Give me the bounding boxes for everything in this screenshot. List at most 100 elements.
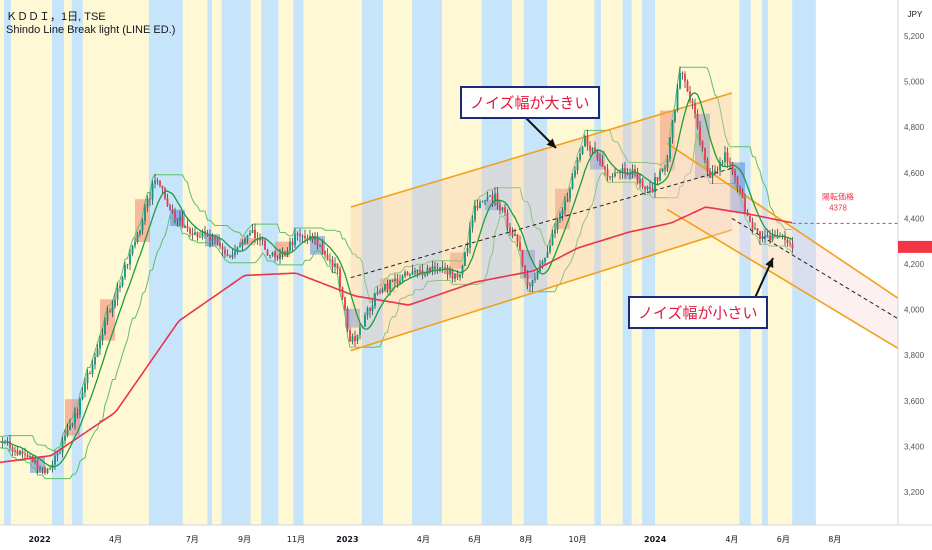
candle-body xyxy=(726,152,729,163)
markers: 陽転価格 4378 xyxy=(523,115,898,301)
candle-body xyxy=(121,277,124,286)
candle-body xyxy=(666,159,669,168)
candle-body xyxy=(536,271,539,279)
trend-column xyxy=(407,0,413,525)
candle-body xyxy=(366,308,369,316)
candle-body xyxy=(649,186,651,189)
trend-column xyxy=(667,0,682,525)
candle-body xyxy=(144,207,146,222)
candle-body xyxy=(589,145,591,151)
candle-body xyxy=(246,235,249,240)
candle-body xyxy=(719,162,721,171)
candle-body xyxy=(239,245,241,248)
candle-body xyxy=(224,249,226,255)
trend-column xyxy=(51,0,65,525)
candle-body xyxy=(119,285,121,288)
short-moving-average xyxy=(0,92,793,468)
time-tick-label: 2023 xyxy=(336,535,358,544)
candle-body xyxy=(326,254,329,261)
candle-body xyxy=(694,102,696,114)
candle-body xyxy=(761,236,764,239)
candle-body xyxy=(436,268,439,271)
candle-body xyxy=(261,238,264,241)
candle-body xyxy=(411,271,414,275)
candle-body xyxy=(114,299,116,307)
candle-body xyxy=(234,251,236,255)
time-tick-label: 8月 xyxy=(828,535,841,544)
channel-lower-line xyxy=(350,229,733,352)
candle-body xyxy=(231,254,234,258)
candle-body xyxy=(31,456,34,463)
candle-body xyxy=(199,236,201,238)
candle-body xyxy=(604,166,606,170)
candle-body xyxy=(166,198,169,206)
candle-body xyxy=(689,91,691,101)
candle-body xyxy=(96,348,99,357)
candle-body xyxy=(21,450,24,454)
candle-body xyxy=(99,340,101,349)
candle-body xyxy=(541,261,544,265)
candle-body xyxy=(274,252,276,257)
candle-body xyxy=(229,255,231,258)
candle-body xyxy=(449,268,451,275)
candle-body xyxy=(19,450,21,455)
candle-body xyxy=(569,188,571,199)
trend-column xyxy=(303,0,317,525)
trend-column xyxy=(712,0,720,525)
trend-column xyxy=(584,0,595,525)
candle-body xyxy=(174,211,176,219)
candle-body xyxy=(244,239,246,243)
candle-body xyxy=(321,244,324,251)
trend-column xyxy=(481,0,494,525)
candle-body xyxy=(424,274,426,276)
candle-body xyxy=(739,187,741,192)
time-tick-label: 10月 xyxy=(568,535,586,544)
candle-body xyxy=(674,110,676,122)
candle-body xyxy=(701,140,704,148)
candle-body xyxy=(236,247,239,252)
candle-body xyxy=(336,263,339,269)
candle-body xyxy=(269,255,271,257)
candle-body xyxy=(766,235,769,237)
candle-body xyxy=(696,113,699,128)
candle-body xyxy=(56,453,59,456)
time-tick-label: 6月 xyxy=(777,535,790,544)
candle-body xyxy=(64,435,66,441)
candle-body xyxy=(276,256,279,260)
candle-body xyxy=(319,244,321,246)
candle-body xyxy=(596,152,599,159)
trend-column xyxy=(493,0,498,525)
price-axis: JPY 5,200 5,000 4,800 4,600 4,400 4,200 4,000 3,… xyxy=(897,0,932,550)
trend-column xyxy=(681,0,694,525)
candle-body xyxy=(156,180,159,182)
trend-column xyxy=(534,0,548,525)
time-tick-label: 7月 xyxy=(186,535,199,544)
trend-column xyxy=(642,0,655,525)
trend-column xyxy=(293,0,304,525)
candle-body xyxy=(554,229,556,234)
price-tick-label: 5,200 xyxy=(904,32,925,41)
candle-body xyxy=(469,227,471,248)
candle-body xyxy=(221,246,224,250)
candle-body xyxy=(254,229,256,239)
candle-body xyxy=(789,243,791,245)
candle-body xyxy=(716,170,719,172)
candle-body xyxy=(621,168,624,174)
trend-column xyxy=(739,0,751,525)
trend-column xyxy=(555,0,561,525)
trend-column xyxy=(182,0,197,525)
candle-body xyxy=(456,273,459,278)
candle-body xyxy=(646,186,649,190)
small-noise-callout: ノイズ幅が小さい xyxy=(628,296,768,329)
candle-body xyxy=(346,308,349,331)
candle-body xyxy=(549,245,551,253)
candle-body xyxy=(286,250,289,255)
candle-body xyxy=(681,72,684,74)
candle-body xyxy=(349,330,351,342)
candle-body xyxy=(491,195,494,201)
trend-column xyxy=(731,0,740,525)
trend-midline xyxy=(731,217,899,320)
time-tick-label: 2024 xyxy=(644,535,667,544)
candle-body xyxy=(744,197,746,213)
